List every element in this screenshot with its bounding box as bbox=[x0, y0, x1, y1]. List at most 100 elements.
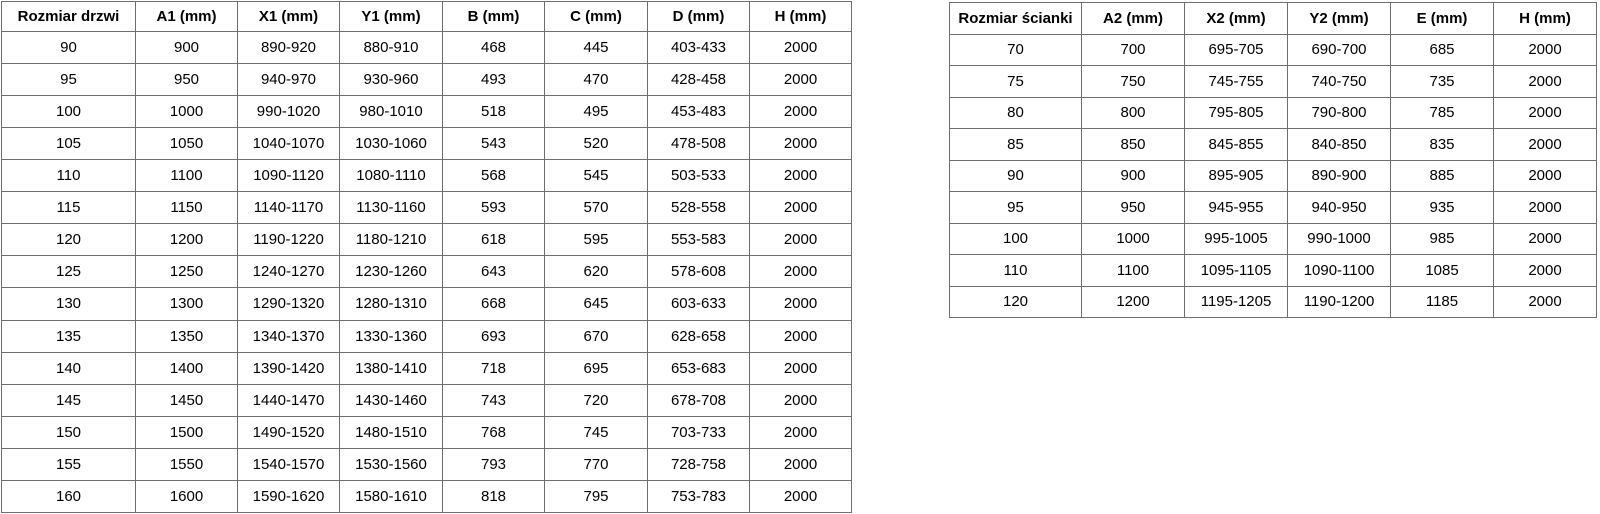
table-cell: 2000 bbox=[749, 287, 852, 321]
table-cell: 1100 bbox=[1081, 254, 1185, 287]
table-cell: 545 bbox=[544, 159, 648, 193]
table-cell: 935 bbox=[1390, 191, 1494, 224]
table-cell: 885 bbox=[1390, 159, 1494, 192]
table-cell: 1250 bbox=[135, 255, 238, 289]
table-cell: 2000 bbox=[749, 95, 852, 129]
table-row: 155 1550 1540-1570 1530-1560 793 770 728-758 20… bbox=[1, 447, 852, 481]
table-row: 115 1150 1140-1170 1130-1160 593 570 528-558 20… bbox=[1, 191, 852, 225]
table-cell: 120 bbox=[949, 285, 1082, 318]
table-row: 80 800 795-805 790-800 785 2000 bbox=[949, 96, 1597, 129]
table-cell: 695 bbox=[544, 351, 648, 385]
table-cell: 1380-1410 bbox=[339, 351, 443, 385]
table-cell: 1090-1100 bbox=[1287, 254, 1391, 287]
header-cell: Y1 (mm) bbox=[339, 0, 443, 33]
table-cell: 785 bbox=[1390, 96, 1494, 129]
table-row: 105 1050 1040-1070 1030-1060 543 520 478-508 20… bbox=[1, 127, 852, 161]
table-cell: 728-758 bbox=[647, 447, 750, 481]
header-cell: Rozmiar ścianki bbox=[949, 2, 1082, 35]
table-cell: 2000 bbox=[749, 479, 852, 514]
table-row: 140 1400 1390-1420 1380-1410 718 695 653-683 20… bbox=[1, 351, 852, 385]
table-cell: 110 bbox=[1, 159, 136, 193]
table-cell: 495 bbox=[544, 95, 648, 129]
table-cell: 2000 bbox=[1493, 65, 1597, 98]
table-cell: 1240-1270 bbox=[237, 255, 340, 289]
table-cell: 1340-1370 bbox=[237, 319, 340, 353]
table-cell: 695-705 bbox=[1184, 33, 1288, 66]
table-cell: 2000 bbox=[749, 63, 852, 97]
table-cell: 2000 bbox=[749, 127, 852, 161]
table-cell: 1100 bbox=[135, 159, 238, 193]
table-cell: 595 bbox=[544, 223, 648, 257]
table-cell: 720 bbox=[544, 383, 648, 417]
table-cell: 453-483 bbox=[647, 95, 750, 129]
table-cell: 880-910 bbox=[339, 31, 443, 65]
table-cell: 553-583 bbox=[647, 223, 750, 257]
table-cell: 2000 bbox=[749, 447, 852, 481]
table-cell: 135 bbox=[1, 319, 136, 353]
table-cell: 1130-1160 bbox=[339, 191, 443, 225]
table-cell: 2000 bbox=[749, 159, 852, 193]
table-cell: 2000 bbox=[1493, 159, 1597, 192]
header-cell: Rozmiar drzwi bbox=[1, 0, 136, 33]
table-cell: 1580-1610 bbox=[339, 479, 443, 514]
table-cell: 110 bbox=[949, 254, 1082, 287]
table-cell: 95 bbox=[949, 191, 1082, 224]
table-row: 90 900 890-920 880-910 468 445 403-433 2000 bbox=[1, 31, 852, 65]
table-cell: 743 bbox=[442, 383, 545, 417]
table-cell: 1400 bbox=[135, 351, 238, 385]
table-row: 85 850 845-855 840-850 835 2000 bbox=[949, 128, 1597, 161]
table-cell: 1600 bbox=[135, 479, 238, 514]
table-cell: 900 bbox=[1081, 159, 1185, 192]
table-cell: 80 bbox=[949, 96, 1082, 129]
table-cell: 980-1010 bbox=[339, 95, 443, 129]
header-cell: C (mm) bbox=[544, 0, 648, 33]
table-cell: 900 bbox=[135, 31, 238, 65]
table-cell: 140 bbox=[1, 351, 136, 385]
table-cell: 1180-1210 bbox=[339, 223, 443, 257]
table-cell: 100 bbox=[1, 95, 136, 129]
table-cell: 795 bbox=[544, 479, 648, 514]
table-cell: 478-508 bbox=[647, 127, 750, 161]
header-cell: E (mm) bbox=[1390, 2, 1494, 35]
table-cell: 690-700 bbox=[1287, 33, 1391, 66]
table-row: 75 750 745-755 740-750 735 2000 bbox=[949, 65, 1597, 98]
table-cell: 1440-1470 bbox=[237, 383, 340, 417]
table-cell: 445 bbox=[544, 31, 648, 65]
table-row: 95 950 940-970 930-960 493 470 428-458 2000 bbox=[1, 63, 852, 97]
table-cell: 1090-1120 bbox=[237, 159, 340, 193]
door-size-table: Rozmiar drzwi A1 (mm) X1 (mm) Y1 (mm) B (mm)… bbox=[1, 0, 852, 514]
table-cell: 1350 bbox=[135, 319, 238, 353]
table-cell: 1030-1060 bbox=[339, 127, 443, 161]
table-cell: 568 bbox=[442, 159, 545, 193]
table-cell: 115 bbox=[1, 191, 136, 225]
table-row: 100 1000 995-1005 990-1000 985 2000 bbox=[949, 222, 1597, 255]
table-cell: 643 bbox=[442, 255, 545, 289]
table-cell: 2000 bbox=[749, 351, 852, 385]
table-cell: 770 bbox=[544, 447, 648, 481]
table-cell: 645 bbox=[544, 287, 648, 321]
table-cell: 120 bbox=[1, 223, 136, 257]
table-cell: 890-900 bbox=[1287, 159, 1391, 192]
table-row: 120 1200 1195-1205 1190-1200 1185 2000 bbox=[949, 285, 1597, 318]
table-cell: 790-800 bbox=[1287, 96, 1391, 129]
table-cell: 403-433 bbox=[647, 31, 750, 65]
table-cell: 2000 bbox=[749, 255, 852, 289]
table-cell: 670 bbox=[544, 319, 648, 353]
table-cell: 795-805 bbox=[1184, 96, 1288, 129]
table-cell: 620 bbox=[544, 255, 648, 289]
table-cell: 890-920 bbox=[237, 31, 340, 65]
table-cell: 800 bbox=[1081, 96, 1185, 129]
table-cell: 1080-1110 bbox=[339, 159, 443, 193]
table-cell: 628-658 bbox=[647, 319, 750, 353]
table-cell: 793 bbox=[442, 447, 545, 481]
table-cell: 578-608 bbox=[647, 255, 750, 289]
table-cell: 2000 bbox=[749, 191, 852, 225]
table-cell: 100 bbox=[949, 222, 1082, 255]
table-cell: 618 bbox=[442, 223, 545, 257]
table-cell: 2000 bbox=[749, 415, 852, 449]
table-row: 110 1100 1090-1120 1080-1110 568 545 503-533 20… bbox=[1, 159, 852, 193]
table-row: 130 1300 1290-1320 1280-1310 668 645 603-633 20… bbox=[1, 287, 852, 321]
table-cell: 70 bbox=[949, 33, 1082, 66]
table-cell: 1000 bbox=[1081, 222, 1185, 255]
table-cell: 1280-1310 bbox=[339, 287, 443, 321]
